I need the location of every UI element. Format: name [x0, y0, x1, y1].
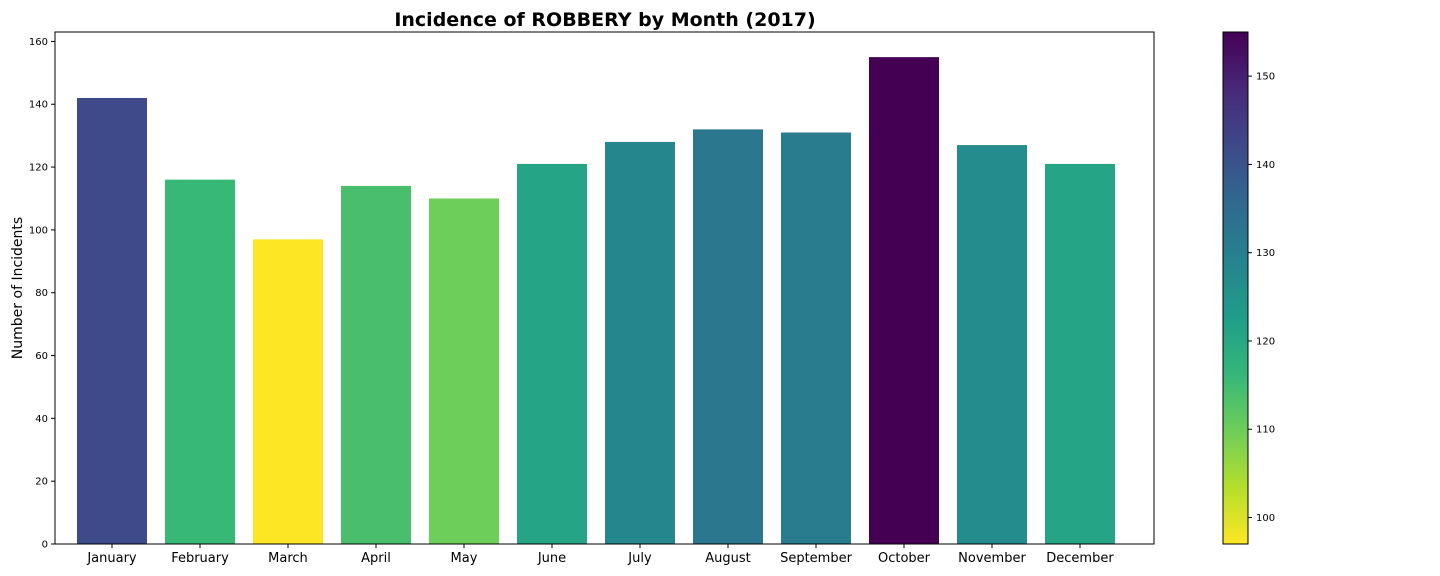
bars-group	[77, 57, 1115, 545]
x-tick-label: August	[705, 551, 751, 566]
bar-march	[253, 239, 323, 545]
y-tick-label: 60	[35, 351, 48, 362]
y-tick-label: 120	[29, 163, 48, 174]
bar-august	[693, 129, 763, 544]
y-tick-label: 160	[29, 37, 48, 48]
bar-october	[869, 57, 939, 544]
x-axis-ticks: January February March April May June July Augu…	[86, 544, 1114, 566]
colorbar-tick-label: 110	[1256, 425, 1275, 436]
colorbar-tick-label: 150	[1256, 72, 1275, 83]
colorbar-tick-label: 120	[1256, 336, 1275, 347]
y-tick-label: 80	[35, 288, 48, 299]
bar-february	[165, 179, 235, 544]
bar-july	[605, 141, 675, 544]
x-tick-label: April	[361, 551, 391, 566]
plot-frame	[54, 31, 1155, 545]
bar-may	[429, 198, 499, 545]
y-tick-label: 0	[42, 540, 48, 551]
colorbar-tick-label: 100	[1256, 513, 1275, 524]
bar-september	[781, 132, 851, 545]
colorbar-tick-label: 130	[1256, 248, 1275, 259]
y-tick-label: 40	[35, 414, 48, 425]
x-tick-label: January	[86, 551, 137, 566]
colorbar: 100 110 120 130 140 150	[1222, 31, 1275, 545]
bar-november	[957, 145, 1027, 544]
x-tick-label: May	[451, 551, 478, 566]
y-tick-label: 20	[35, 477, 48, 488]
colorbar-ticks: 100 110 120 130 140 150	[1248, 72, 1275, 524]
x-tick-label: September	[780, 551, 853, 566]
y-tick-label: 100	[29, 225, 48, 236]
x-tick-label: March	[268, 551, 308, 566]
colorbar-gradient	[1222, 31, 1249, 545]
x-tick-label: October	[878, 551, 931, 566]
y-axis-ticks: 0 20 40 60 80 100 120 140 160	[29, 37, 55, 551]
x-tick-label: November	[958, 551, 1026, 566]
x-tick-label: June	[537, 551, 566, 566]
x-tick-label: February	[171, 551, 229, 566]
x-tick-label: July	[627, 551, 652, 566]
y-axis-label: Number of Incidents	[10, 217, 26, 359]
y-tick-label: 140	[29, 100, 48, 111]
x-tick-label: December	[1046, 551, 1114, 566]
colorbar-tick-label: 140	[1256, 160, 1275, 171]
bar-december	[1045, 163, 1115, 544]
chart-title: Incidence of ROBBERY by Month (2017)	[394, 9, 815, 31]
bar-january	[77, 97, 147, 544]
bar-june	[517, 163, 587, 544]
bar-april	[341, 185, 411, 544]
